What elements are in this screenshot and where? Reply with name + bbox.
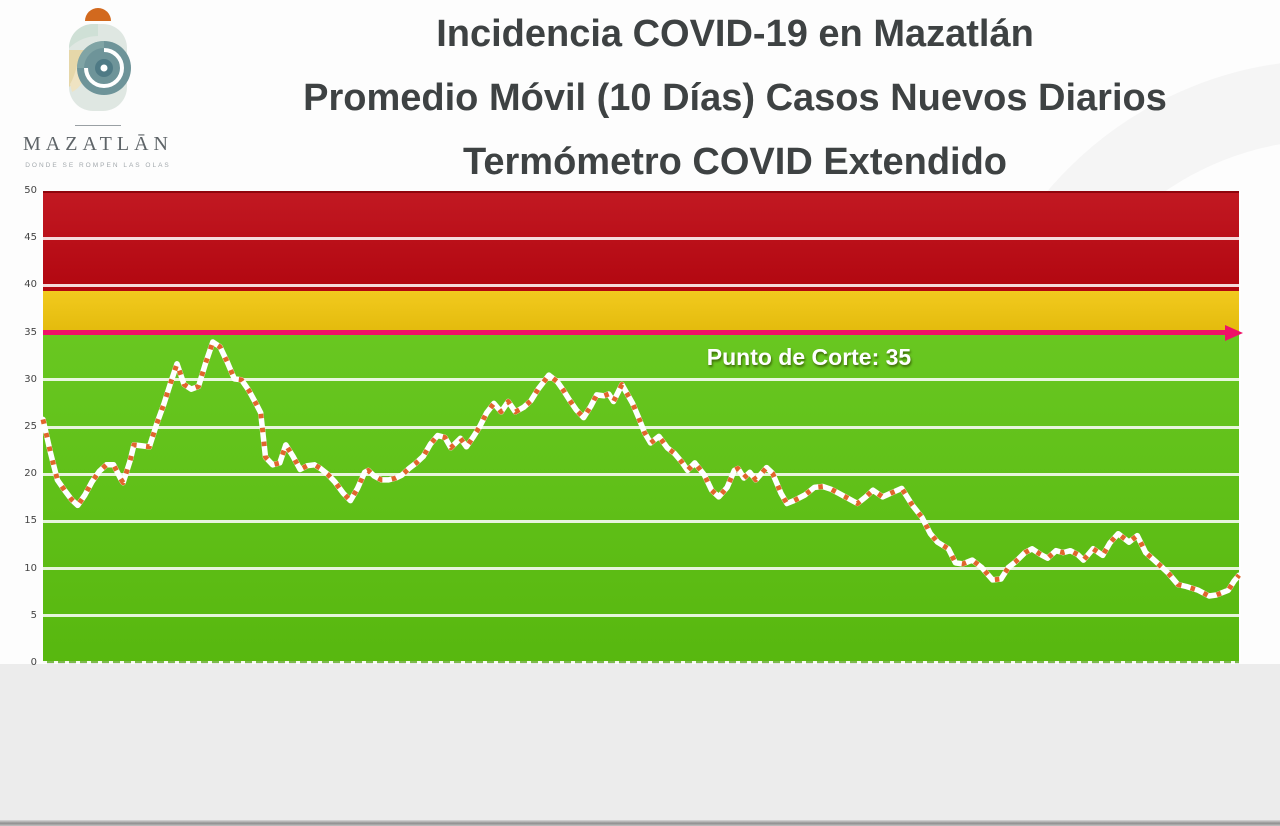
y-axis-label: 10: [24, 562, 37, 574]
gridline-45: [43, 236, 1239, 240]
mazatlan-shell-logo-icon: [69, 8, 131, 111]
gridline-30: [43, 378, 1239, 382]
page-title: Incidencia COVID-19 en Mazatlán Promedio…: [230, 2, 1240, 194]
cutoff-label: Punto de Corte: 35: [706, 343, 912, 370]
mazatlan-logo: MAZATLĀN DONDE SE ROMPEN LAS OLAS: [16, 6, 180, 169]
footer-background: [0, 664, 1280, 820]
window-bottom-edge: [0, 820, 1280, 826]
y-axis-label: 15: [24, 515, 37, 527]
title-line-2: Promedio Móvil (10 Días) Casos Nuevos Di…: [303, 77, 1167, 119]
y-axis-label: 50: [24, 185, 37, 196]
gridline-15: [43, 519, 1239, 523]
moving-average-line-base: [40, 339, 1242, 599]
gridline-5: [43, 614, 1239, 618]
gridline-40: [43, 283, 1239, 287]
thermometer-chart: Punto de Corte: 35 0 5 10 15 20 25 30 35 40 45 50: [24, 185, 1243, 668]
title-line-3: Termómetro COVID Extendido: [462, 141, 1008, 183]
cutoff-arrowhead-icon: [1225, 324, 1243, 341]
y-axis-label: 40: [24, 279, 37, 291]
plot-area: Punto de Corte: 35 0 5 10 15 20 25 30 35 40 45 50: [24, 185, 1243, 668]
series-layer: [40, 339, 1242, 599]
y-axis-label: 45: [24, 232, 37, 244]
y-axis-label: 20: [24, 468, 37, 480]
x-axis: [43, 661, 1239, 664]
logo-tagline: DONDE SE ROMPEN LAS OLAS: [25, 162, 171, 169]
y-axis-label: 25: [24, 421, 37, 432]
gridline-10: [43, 567, 1239, 571]
y-axis-label: 30: [24, 373, 37, 385]
y-axis-label: 0: [30, 657, 37, 668]
cutoff-line: [43, 330, 1227, 336]
y-axis-label: 5: [30, 609, 37, 621]
y-axis-label: 35: [24, 326, 37, 338]
gridline-20: [43, 472, 1239, 476]
zone-rojo: [43, 191, 1239, 292]
logo-divider: [75, 125, 121, 126]
zone-verde: [43, 332, 1239, 663]
logo-wordmark: MAZATLĀN: [23, 133, 173, 155]
moving-average-line-dashes: [40, 339, 1241, 599]
zone-amarillo: [43, 291, 1239, 333]
title-line-1: Incidencia COVID-19 en Mazatlán: [436, 13, 1034, 55]
